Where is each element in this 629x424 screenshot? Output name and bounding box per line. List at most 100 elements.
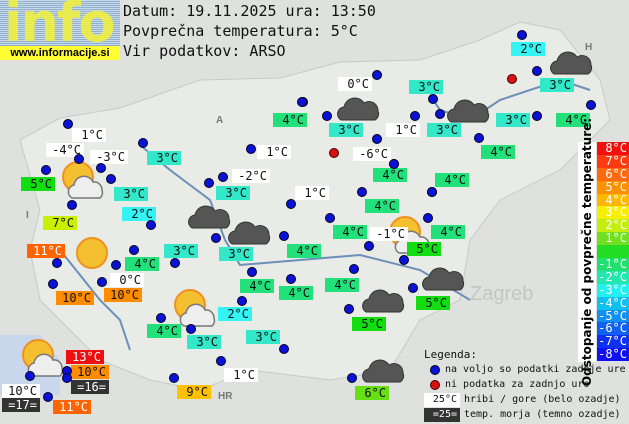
station-dot[interactable] (349, 264, 359, 274)
station-temperature: 3°C (216, 186, 250, 200)
station-dot[interactable] (74, 154, 84, 164)
station-dot[interactable] (170, 258, 180, 268)
station-dot[interactable] (106, 174, 116, 184)
scale-item: -3°C (597, 282, 629, 297)
station-dot[interactable] (344, 304, 354, 314)
station-dot[interactable] (428, 94, 438, 104)
station-dot[interactable] (186, 324, 196, 334)
scale-item: 2°C (597, 219, 629, 233)
station-temperature: 2°C (122, 207, 156, 221)
station-dot[interactable] (372, 70, 382, 80)
station-temperature: 7°C (43, 216, 77, 230)
station-dot[interactable] (63, 119, 73, 129)
cloudy-icon (422, 260, 470, 304)
station-temperature: =17= (2, 398, 40, 412)
legend-missing: ni podatka za zadnjo uro (445, 379, 590, 390)
station-dot[interactable] (408, 283, 418, 293)
station-dot[interactable] (237, 296, 247, 306)
station-dot[interactable] (279, 344, 289, 354)
station-temperature: -6°C (353, 147, 391, 161)
scale-item: 8°C (597, 142, 629, 155)
legend-sea: temp. morja (temno ozadje) (464, 409, 621, 420)
station-dot[interactable] (216, 356, 226, 366)
station-dot[interactable] (218, 172, 228, 182)
logo-url[interactable]: www.informacije.si (0, 46, 120, 60)
map-label-h: H (585, 42, 592, 53)
legend-mountain: hribi / gore (belo ozadje) (464, 394, 621, 405)
map-label-zagreb: Zagreb (470, 283, 533, 305)
map-label-hr: HR (218, 391, 233, 402)
legend-missing-dot (430, 380, 440, 390)
station-temperature: -2°C (232, 169, 270, 183)
station-dot[interactable] (25, 371, 35, 381)
station-dot[interactable] (246, 144, 256, 154)
station-dot[interactable] (372, 134, 382, 144)
station-temperature: 1°C (72, 128, 106, 142)
station-dot[interactable] (247, 267, 257, 277)
station-temperature: 11°C (27, 244, 65, 258)
station-dot[interactable] (146, 220, 156, 230)
station-dot[interactable] (423, 213, 433, 223)
station-dot[interactable] (297, 97, 307, 107)
station-dot[interactable] (286, 274, 296, 284)
station-dot[interactable] (357, 187, 367, 197)
river (59, 249, 131, 351)
cloudy-icon (447, 92, 495, 136)
station-dot[interactable] (43, 392, 53, 402)
cloudy-icon (188, 198, 236, 242)
station-temperature: 10°C (71, 365, 109, 379)
station-temperature: 4°C (240, 279, 274, 293)
station-dot[interactable] (435, 109, 445, 119)
station-dot[interactable] (62, 373, 72, 383)
station-dot[interactable] (389, 159, 399, 169)
station-dot[interactable] (211, 233, 221, 243)
station-temperature: -4°C (46, 143, 84, 157)
station-dot[interactable] (279, 231, 289, 241)
station-temperature: 3°C (409, 80, 443, 94)
logo[interactable]: info www.informacije.si (0, 0, 120, 60)
station-dot[interactable] (129, 245, 139, 255)
scale-item: -2°C (597, 269, 629, 284)
station-dot[interactable] (169, 373, 179, 383)
date-line: Datum: 19.11.2025 ura: 13:50 (123, 2, 376, 20)
station-temperature: 4°C (287, 244, 321, 258)
station-temperature: 4°C (431, 225, 465, 239)
station-missing-dot[interactable] (329, 148, 339, 158)
station-dot[interactable] (474, 133, 484, 143)
legend-mountain-sample: 25°C (424, 393, 460, 407)
station-dot[interactable] (111, 260, 121, 270)
map-label-i: I (26, 210, 29, 221)
station-dot[interactable] (532, 66, 542, 76)
station-temperature: 5°C (352, 317, 386, 331)
station-dot[interactable] (399, 255, 409, 265)
scale-item: -5°C (597, 308, 629, 323)
station-temperature: 4°C (373, 168, 407, 182)
scale-item: -7°C (597, 334, 629, 349)
cloudy-icon (337, 90, 385, 134)
station-temperature: 1°C (257, 145, 291, 159)
station-dot[interactable] (97, 277, 107, 287)
station-dot[interactable] (532, 111, 542, 121)
slovenia-land (19, 21, 611, 391)
station-dot[interactable] (325, 213, 335, 223)
station-dot[interactable] (322, 111, 332, 121)
station-dot[interactable] (48, 279, 58, 289)
station-dot[interactable] (410, 111, 420, 121)
station-dot[interactable] (67, 200, 77, 210)
station-dot[interactable] (96, 163, 106, 173)
station-missing-dot[interactable] (507, 74, 517, 84)
station-dot[interactable] (52, 258, 62, 268)
station-dot[interactable] (204, 178, 214, 188)
station-dot[interactable] (586, 100, 596, 110)
station-dot[interactable] (364, 241, 374, 251)
station-dot[interactable] (156, 313, 166, 323)
scale-item: -8°C (597, 347, 629, 362)
station-dot[interactable] (138, 138, 148, 148)
station-dot[interactable] (41, 165, 51, 175)
station-dot[interactable] (427, 187, 437, 197)
station-temperature: 4°C (365, 199, 399, 213)
station-dot[interactable] (517, 30, 527, 40)
station-dot[interactable] (286, 199, 296, 209)
scale-item: 5°C (597, 180, 629, 194)
station-dot[interactable] (347, 373, 357, 383)
